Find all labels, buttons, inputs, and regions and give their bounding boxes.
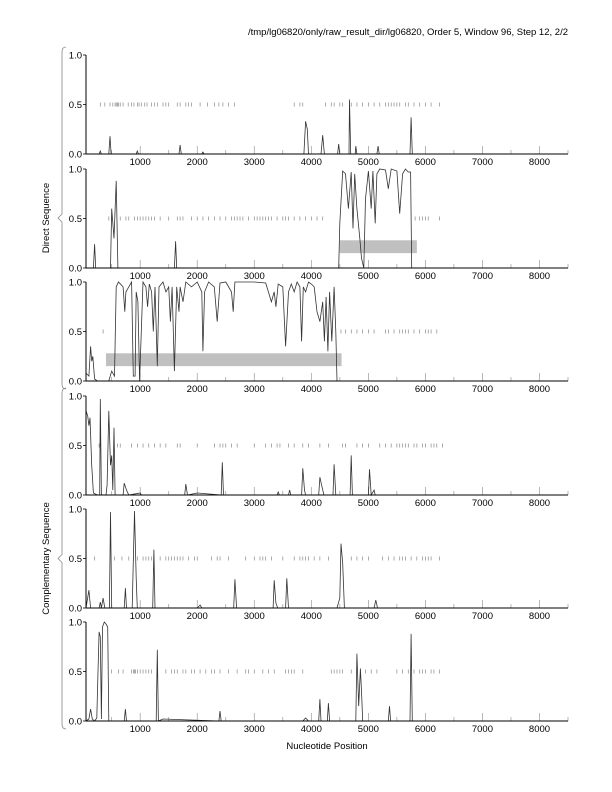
x-tick-label: 1000 [130, 384, 151, 395]
x-tick-label: 2000 [187, 271, 208, 282]
x-tick-label: 5000 [358, 271, 379, 282]
group-label: Direct Sequence [41, 183, 52, 253]
x-tick-label: 8000 [529, 611, 550, 622]
x-tick-label: 1000 [130, 724, 151, 735]
x-tick-label: 8000 [529, 384, 550, 395]
x-tick-label: 7000 [472, 271, 493, 282]
x-axis-label: Nucleotide Position [286, 741, 367, 752]
group-brace [57, 46, 67, 390]
y-tick-label: 0.0 [69, 717, 82, 728]
y-tick-label: 1.0 [69, 165, 82, 176]
x-tick-label: 7000 [472, 724, 493, 735]
x-tick-label: 4000 [301, 724, 322, 735]
y-tick-label: 0.5 [69, 441, 82, 452]
x-tick-label: 8000 [529, 271, 550, 282]
group-label: Complementary Sequence [41, 502, 52, 614]
direct-frame-3-line [85, 280, 568, 382]
x-tick-label: 7000 [472, 157, 493, 168]
x-tick-label: 7000 [472, 384, 493, 395]
x-tick-label: 8000 [529, 724, 550, 735]
x-tick-label: 6000 [415, 724, 436, 735]
y-tick-label: 0.5 [69, 327, 82, 338]
x-tick-label: 1000 [130, 611, 151, 622]
x-tick-label: 4000 [301, 271, 322, 282]
x-tick-label: 3000 [244, 724, 265, 735]
x-tick-label: 4000 [301, 384, 322, 395]
x-tick-label: 5000 [358, 611, 379, 622]
y-tick-label: 0.5 [69, 214, 82, 225]
x-tick-label: 2000 [187, 611, 208, 622]
y-tick-label: 0.5 [69, 100, 82, 111]
y-tick-label: 1.0 [69, 505, 82, 516]
direct-frame-1-line [86, 99, 568, 155]
x-tick-label: 2000 [187, 724, 208, 735]
x-tick-label: 6000 [415, 271, 436, 282]
x-tick-label: 6000 [415, 384, 436, 395]
y-tick-label: 0.0 [69, 264, 82, 275]
x-tick-label: 6000 [415, 157, 436, 168]
x-tick-label: 8000 [529, 498, 550, 509]
y-tick-label: 0.0 [69, 491, 82, 502]
x-tick-label: 7000 [472, 611, 493, 622]
x-tick-label: 5000 [358, 157, 379, 168]
complementary-frame-3-line [85, 621, 568, 722]
y-tick-label: 1.0 [69, 618, 82, 629]
coding-region-bar [339, 240, 417, 254]
x-tick-label: 1000 [130, 271, 151, 282]
y-tick-label: 0.5 [69, 667, 82, 678]
x-tick-label: 7000 [472, 498, 493, 509]
x-tick-label: 1000 [130, 157, 151, 168]
x-tick-label: 5000 [358, 724, 379, 735]
y-tick-label: 0.0 [69, 150, 82, 161]
x-tick-label: 2000 [187, 498, 208, 509]
x-tick-label: 2000 [187, 157, 208, 168]
x-tick-label: 4000 [301, 157, 322, 168]
y-tick-label: 0.5 [69, 554, 82, 565]
x-tick-label: 6000 [415, 498, 436, 509]
x-tick-label: 4000 [301, 498, 322, 509]
group-brace [57, 387, 67, 730]
x-tick-label: 5000 [358, 384, 379, 395]
y-tick-label: 1.0 [69, 278, 82, 289]
y-tick-label: 0.0 [69, 604, 82, 615]
x-tick-label: 3000 [244, 384, 265, 395]
y-tick-label: 1.0 [69, 51, 82, 62]
x-tick-label: 2000 [187, 384, 208, 395]
complementary-frame-1-line [85, 398, 568, 497]
y-tick-label: 1.0 [69, 392, 82, 403]
complementary-frame-2-line [85, 510, 568, 609]
direct-frame-2-line [86, 168, 568, 269]
x-tick-label: 3000 [244, 157, 265, 168]
coding-region-bar [105, 353, 342, 367]
x-tick-label: 1000 [130, 498, 151, 509]
x-tick-label: 3000 [244, 611, 265, 622]
x-tick-label: 8000 [529, 157, 550, 168]
x-tick-label: 5000 [358, 498, 379, 509]
x-tick-label: 3000 [244, 271, 265, 282]
y-tick-label: 0.0 [69, 377, 82, 388]
x-tick-label: 4000 [301, 611, 322, 622]
x-tick-label: 6000 [415, 611, 436, 622]
chart-title: /tmp/lg06820/only/raw_result_dir/lg06820… [247, 27, 568, 38]
x-tick-label: 3000 [244, 498, 265, 509]
